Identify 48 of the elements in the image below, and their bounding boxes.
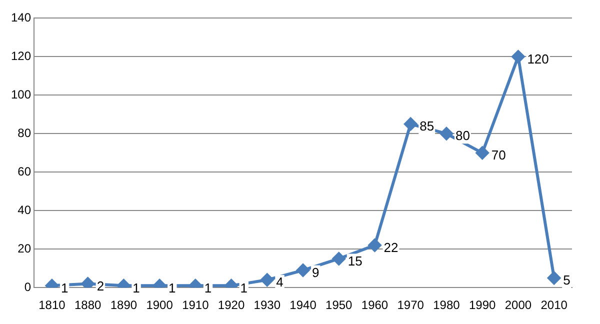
data-label: 1 bbox=[168, 280, 176, 296]
data-label: 5 bbox=[563, 272, 570, 288]
point bbox=[476, 146, 489, 160]
x-tick-label: 1910 bbox=[182, 298, 210, 312]
data-label: 9 bbox=[312, 264, 320, 280]
point bbox=[548, 271, 561, 284]
x-tick-label: 1960 bbox=[361, 298, 388, 312]
x-tick-label: 1970 bbox=[397, 298, 424, 312]
y-tick-label: 140 bbox=[10, 10, 32, 25]
x-tick-label: 1920 bbox=[218, 298, 245, 312]
point bbox=[440, 127, 453, 140]
y-tick-label: 60 bbox=[18, 164, 32, 178]
y-tick-label: 80 bbox=[18, 126, 32, 140]
data-label: 15 bbox=[348, 253, 362, 268]
point bbox=[368, 238, 382, 252]
data-label: 80 bbox=[455, 128, 470, 144]
data-label: 1 bbox=[60, 280, 68, 296]
y-tick-label: 120 bbox=[10, 49, 32, 63]
x-tick-label: 1900 bbox=[146, 298, 174, 312]
point bbox=[296, 264, 310, 277]
data-label: 1 bbox=[132, 280, 140, 296]
data-label: 22 bbox=[384, 240, 398, 255]
x-tick-label: 1930 bbox=[254, 298, 281, 312]
x-tick-label: 2000 bbox=[504, 298, 532, 312]
data-label: 120 bbox=[527, 51, 549, 66]
data-label: 2 bbox=[96, 278, 104, 294]
x-tick-label: 1990 bbox=[468, 298, 496, 312]
data-label: 70 bbox=[491, 147, 506, 162]
data-label: 1 bbox=[204, 280, 212, 296]
x-tick-label: 1890 bbox=[110, 298, 138, 312]
point bbox=[404, 118, 418, 131]
point bbox=[332, 252, 346, 266]
y-tick-label: 20 bbox=[18, 241, 32, 256]
x-tick-label: 1950 bbox=[326, 298, 353, 312]
x-tick-label: 1940 bbox=[290, 298, 317, 312]
y-tick-label: 100 bbox=[10, 87, 32, 102]
point bbox=[512, 50, 525, 64]
x-tick-label: 2010 bbox=[540, 298, 568, 312]
data-label: 4 bbox=[276, 274, 284, 290]
point bbox=[260, 273, 274, 286]
y-tick-label: 40 bbox=[18, 202, 32, 217]
data-label: 1 bbox=[240, 280, 248, 296]
y-tick-label: 0 bbox=[24, 280, 32, 294]
x-tick-label: 1810 bbox=[38, 298, 66, 312]
point bbox=[81, 277, 94, 288]
x-tick-label: 1980 bbox=[433, 298, 460, 312]
x-tick-label: 1880 bbox=[74, 298, 102, 312]
data-label: 85 bbox=[420, 118, 434, 134]
